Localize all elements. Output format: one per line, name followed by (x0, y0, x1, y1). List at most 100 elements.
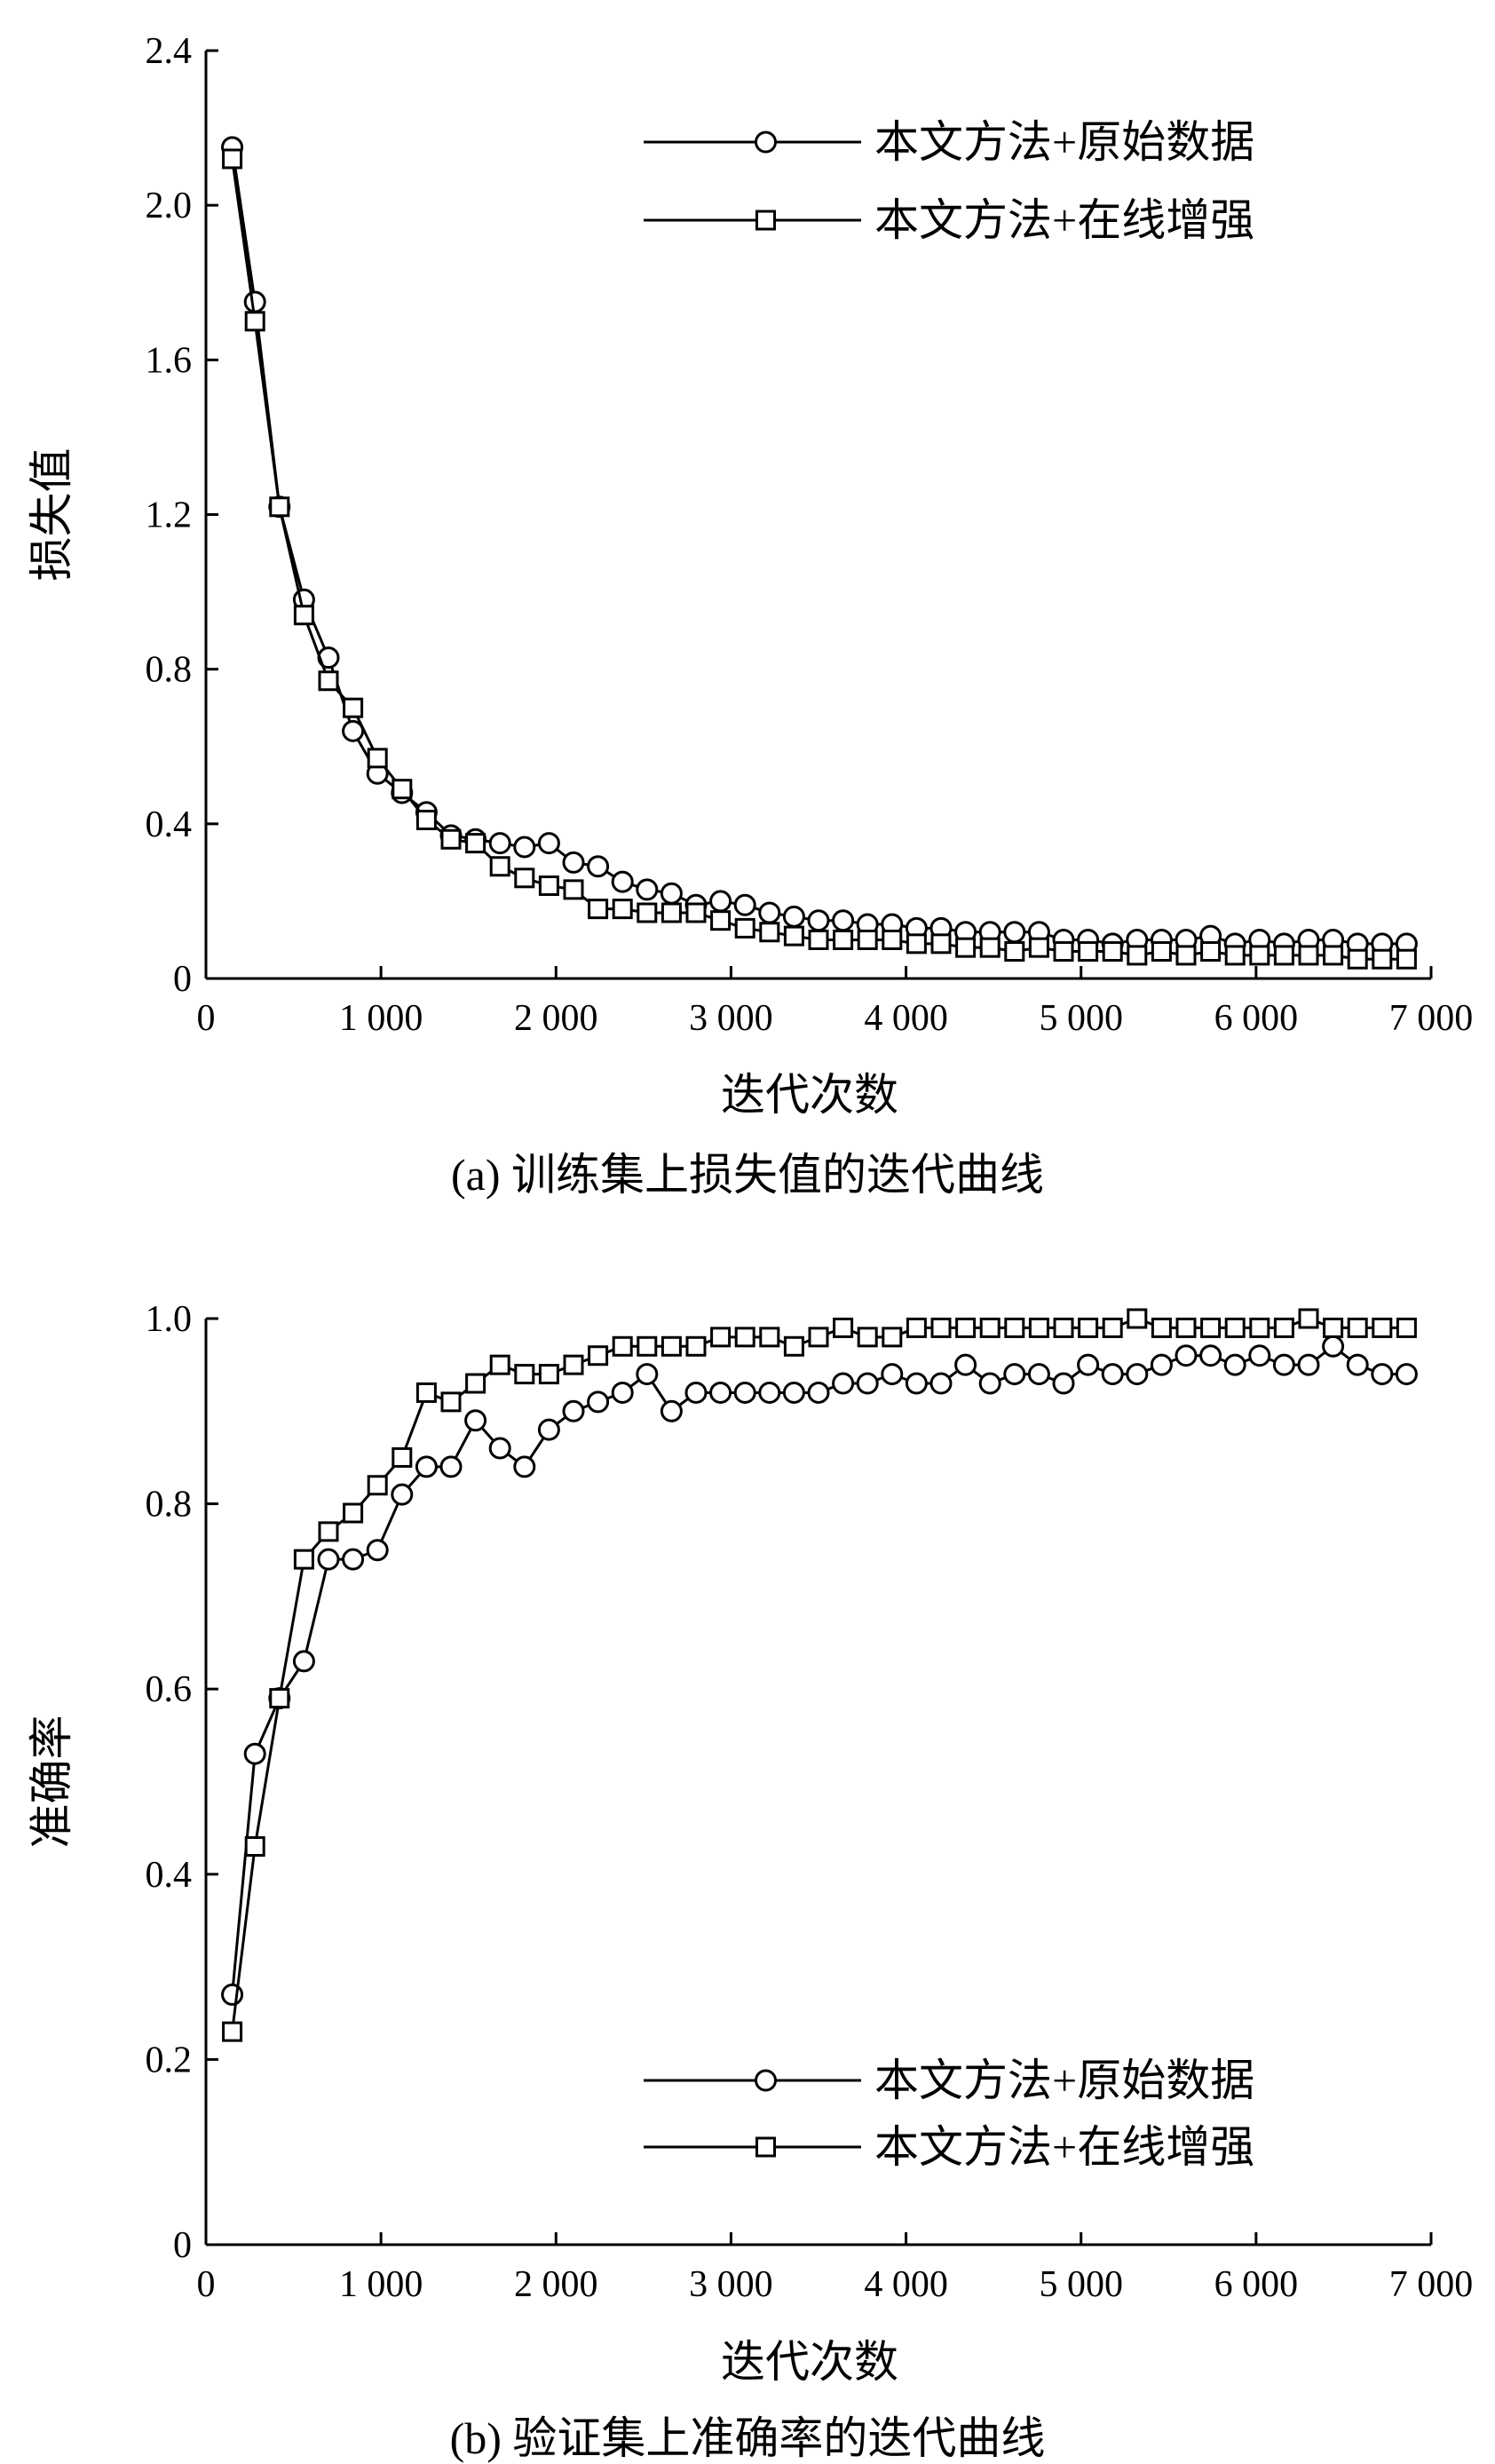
legend-label: 本文方法+原始数据 (874, 117, 1254, 167)
y-tick-label: 2.0 (146, 186, 193, 226)
data-point-square (637, 1335, 658, 1357)
chart-b: 0 0.2 0.4 0.6 0.8 1.0 0 1 000 2 000 3 000 4 000 5 0… (27, 1299, 1473, 2463)
chart-a: 0 0.4 0.8 1.2 1.6 2.0 2.4 0 1 000 2 000 3 000 4 000… (27, 31, 1473, 1200)
y-axis-title: 准确率 (27, 1715, 76, 1849)
y-tick-label: 0.8 (146, 1485, 193, 1525)
legend-marker-square (755, 210, 776, 231)
data-point-circle (513, 1455, 536, 1478)
data-point-square (612, 899, 633, 920)
data-point-square (906, 1317, 927, 1338)
data-point-square (808, 929, 829, 950)
x-tick-label: 1 000 (339, 2264, 423, 2305)
data-point-square (1078, 941, 1099, 963)
y-tick-label: 0.6 (146, 1669, 193, 1710)
data-point-circle (391, 1483, 414, 1506)
data-point-square (269, 496, 290, 518)
figure-caption: (b) 验证集上准确率的迭代曲线 (450, 2413, 1046, 2463)
data-point-square (1273, 945, 1294, 966)
data-point-square (440, 1391, 462, 1413)
data-point-square (489, 1354, 510, 1375)
data-point-square (979, 1317, 1001, 1338)
data-point-square (660, 1335, 682, 1357)
data-point-square (1102, 1317, 1123, 1338)
data-point-square (1347, 1317, 1368, 1338)
data-point-square (318, 670, 339, 692)
data-point-circle (684, 1381, 708, 1404)
data-point-square (1200, 941, 1222, 963)
data-point-square (930, 1317, 952, 1338)
data-point-circle (807, 909, 830, 932)
data-point-square (1151, 1317, 1172, 1338)
data-point-square (1224, 945, 1246, 966)
data-point-circle (611, 1381, 634, 1404)
data-point-square (588, 899, 609, 920)
data-point-circle (881, 1363, 904, 1386)
data-point-circle (221, 1983, 244, 2006)
legend-marker-circle (755, 131, 777, 154)
data-point-square (1396, 1317, 1417, 1338)
data-point-circle (1272, 1353, 1295, 1376)
data-point-circle (1223, 1353, 1246, 1376)
data-point-square (1323, 1317, 1344, 1338)
data-point-square (222, 2021, 243, 2042)
data-point-circle (782, 1381, 805, 1404)
data-point-square (538, 1364, 559, 1385)
data-point-square (1004, 941, 1025, 963)
y-tick-label: 2.4 (146, 31, 193, 72)
data-point-square (1028, 937, 1049, 958)
series-original-data (221, 136, 1418, 955)
series-line (231, 1317, 1407, 2032)
legend-marker-circle (755, 2069, 777, 2092)
legend-label: 本文方法+原始数据 (874, 2056, 1254, 2105)
x-tick-label: 6 000 (1214, 2264, 1299, 2305)
data-point-square (906, 933, 927, 955)
x-tick-label: 5 000 (1039, 2264, 1123, 2305)
data-point-square (293, 605, 314, 626)
data-point-square (392, 1446, 413, 1468)
data-point-circle (1175, 1344, 1198, 1367)
data-point-square (514, 868, 535, 889)
data-point-square (833, 1317, 854, 1338)
data-point-square (637, 902, 658, 923)
x-tick-label: 7 000 (1389, 2264, 1474, 2305)
data-point-circle (636, 1363, 659, 1386)
data-point-circle (709, 890, 732, 913)
y-tick-label: 0 (173, 959, 192, 1000)
data-point-square (1127, 945, 1148, 966)
data-point-square (734, 917, 755, 939)
data-point-square (660, 902, 682, 923)
data-point-circle (415, 1455, 438, 1478)
series-line (231, 158, 1407, 961)
data-point-square (710, 1327, 732, 1348)
y-tick-label: 0 (173, 2225, 192, 2266)
data-point-circle (342, 719, 365, 742)
data-point-square (269, 1688, 290, 1709)
data-point-circle (611, 870, 634, 893)
data-point-square (1004, 1317, 1025, 1338)
data-point-square (588, 1345, 609, 1367)
data-point-circle (537, 1418, 560, 1441)
legend-label: 本文方法+在线增强 (874, 2122, 1254, 2172)
data-point-square (563, 879, 584, 900)
data-point-square (1298, 945, 1319, 966)
data-point-square (1249, 945, 1270, 966)
data-point-square (1298, 1308, 1319, 1329)
series-line (231, 147, 1407, 946)
data-point-square (1396, 948, 1417, 970)
data-point-square (343, 697, 364, 718)
x-tick-label: 3 000 (689, 998, 773, 1039)
data-point-square (489, 856, 510, 877)
data-point-square (734, 1327, 755, 1348)
data-point-circle (439, 1455, 463, 1478)
data-point-square (882, 929, 903, 950)
data-point-circle (1248, 1344, 1271, 1367)
data-point-square (955, 1317, 977, 1338)
x-tick-label: 2 000 (514, 998, 598, 1039)
data-point-square (367, 1475, 388, 1496)
series-original-data (221, 1335, 1418, 2006)
data-point-circle (317, 1548, 340, 1571)
data-point-circle (1003, 921, 1026, 944)
x-tick-label: 5 000 (1039, 998, 1123, 1039)
